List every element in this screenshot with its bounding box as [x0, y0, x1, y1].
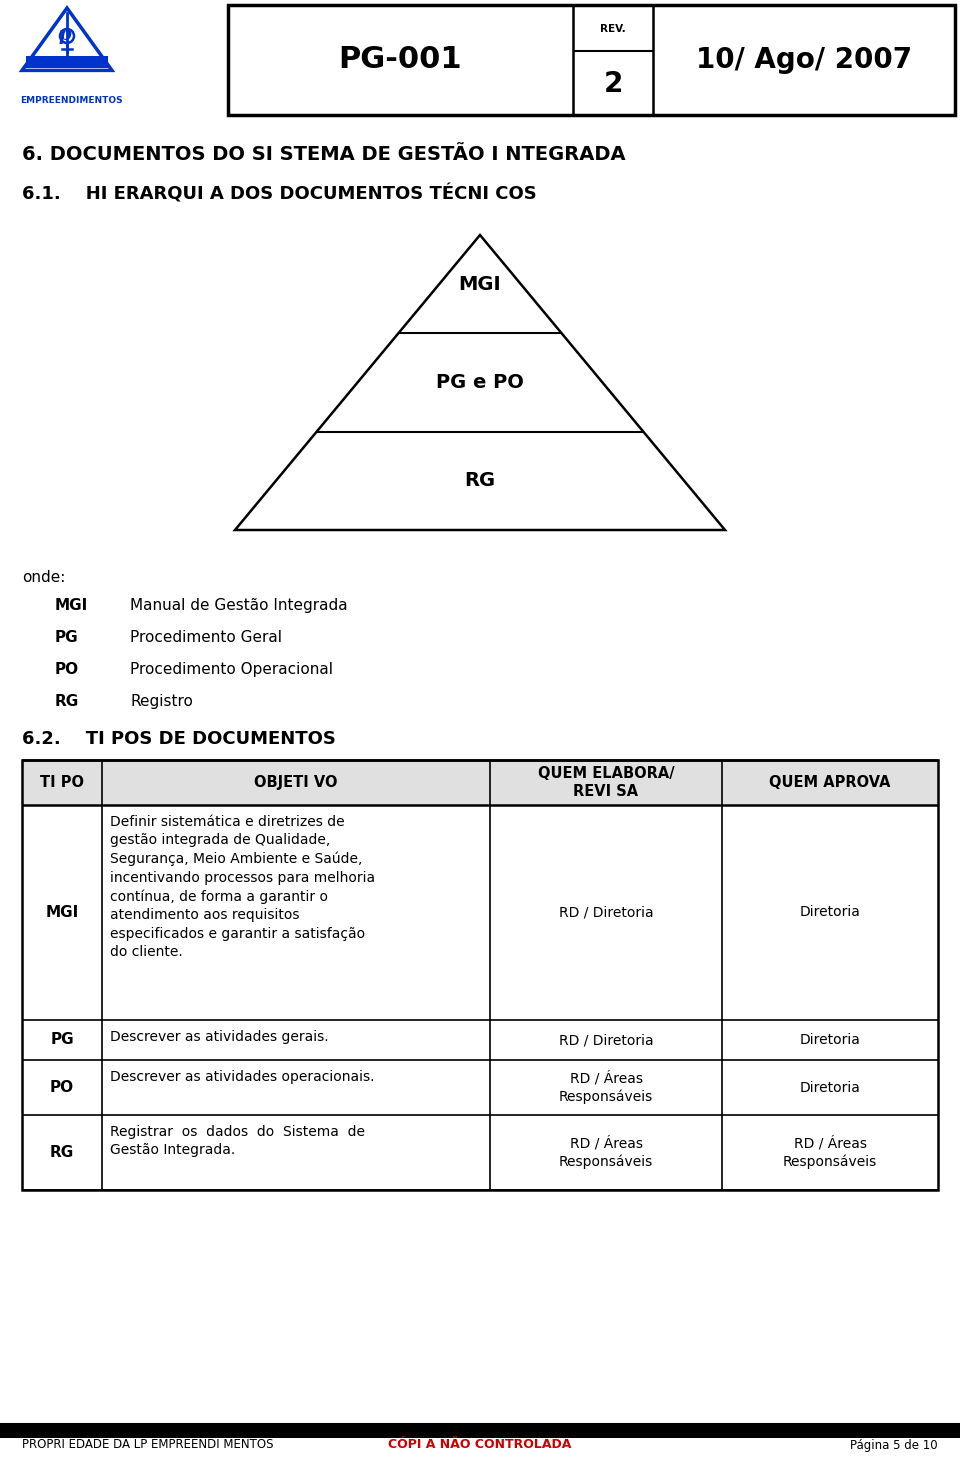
Text: RD / Áreas
Responsáveis: RD / Áreas Responsáveis — [559, 1070, 653, 1104]
Text: Procedimento Geral: Procedimento Geral — [130, 631, 282, 645]
Bar — [22, 761, 938, 1190]
Text: RD / Diretoria: RD / Diretoria — [559, 1034, 654, 1047]
Text: RG: RG — [55, 694, 80, 710]
Bar — [22, 804, 938, 1021]
Text: MGI: MGI — [459, 274, 501, 293]
Text: RG: RG — [50, 1145, 74, 1161]
Bar — [22, 1021, 938, 1060]
Text: Diretoria: Diretoria — [800, 905, 860, 920]
Text: PG e PO: PG e PO — [436, 372, 524, 391]
Text: EMPREENDIMENTOS: EMPREENDIMENTOS — [20, 96, 123, 105]
Text: Registro: Registro — [130, 694, 193, 710]
Text: PO: PO — [50, 1080, 74, 1095]
Text: PO: PO — [55, 661, 79, 677]
Text: REV.: REV. — [600, 25, 626, 34]
Bar — [0, 1424, 960, 1438]
Text: CÓPI A NÃO CONTROLADA: CÓPI A NÃO CONTROLADA — [388, 1438, 572, 1451]
Text: Registrar  os  dados  do  Sistema  de
Gestão Integrada.: Registrar os dados do Sistema de Gestão … — [110, 1126, 365, 1158]
Text: 6.2.    TI POS DE DOCUMENTOS: 6.2. TI POS DE DOCUMENTOS — [22, 730, 336, 748]
Text: TI PO: TI PO — [40, 775, 84, 790]
Bar — [22, 1060, 938, 1115]
Text: Descrever as atividades gerais.: Descrever as atividades gerais. — [110, 1029, 328, 1044]
Bar — [22, 1115, 938, 1190]
Text: 6.1.    HI ERARQUI A DOS DOCUMENTOS TÉCNI COS: 6.1. HI ERARQUI A DOS DOCUMENTOS TÉCNI C… — [22, 185, 537, 204]
Text: RG: RG — [465, 472, 495, 491]
Text: Procedimento Operacional: Procedimento Operacional — [130, 661, 333, 677]
Text: PG: PG — [55, 631, 79, 645]
Text: Descrever as atividades operacionais.: Descrever as atividades operacionais. — [110, 1070, 374, 1083]
Text: onde:: onde: — [22, 569, 65, 585]
Text: Manual de Gestão Integrada: Manual de Gestão Integrada — [130, 599, 348, 613]
Text: RD / Diretoria: RD / Diretoria — [559, 905, 654, 920]
Text: Definir sistemática e diretrizes de
gestão integrada de Qualidade,
Segurança, Me: Definir sistemática e diretrizes de gest… — [110, 815, 375, 959]
Text: MGI: MGI — [45, 905, 79, 920]
Text: MGI: MGI — [55, 599, 88, 613]
Text: RD / Áreas
Responsáveis: RD / Áreas Responsáveis — [782, 1136, 877, 1169]
Text: QUEM APROVA: QUEM APROVA — [769, 775, 891, 790]
Text: Página 5 de 10: Página 5 de 10 — [851, 1438, 938, 1451]
Text: Diretoria: Diretoria — [800, 1034, 860, 1047]
Text: RD / Áreas
Responsáveis: RD / Áreas Responsáveis — [559, 1136, 653, 1169]
Text: PG-001: PG-001 — [339, 45, 463, 74]
Text: p: p — [59, 26, 72, 44]
Text: PROPRI EDADE DA LP EMPREENDI MENTOS: PROPRI EDADE DA LP EMPREENDI MENTOS — [22, 1438, 274, 1451]
Text: OBJETI VO: OBJETI VO — [254, 775, 338, 790]
Text: 2: 2 — [603, 70, 623, 98]
Text: 6. DOCUMENTOS DO SI STEMA DE GESTÃO I NTEGRADA: 6. DOCUMENTOS DO SI STEMA DE GESTÃO I NT… — [22, 145, 626, 164]
Text: QUEM ELABORA/
REVI SA: QUEM ELABORA/ REVI SA — [538, 765, 674, 799]
Text: 10/ Ago/ 2007: 10/ Ago/ 2007 — [696, 47, 912, 74]
Bar — [26, 57, 108, 69]
Text: Diretoria: Diretoria — [800, 1080, 860, 1095]
Text: PG: PG — [50, 1032, 74, 1047]
Bar — [228, 4, 955, 115]
Bar — [22, 761, 938, 804]
